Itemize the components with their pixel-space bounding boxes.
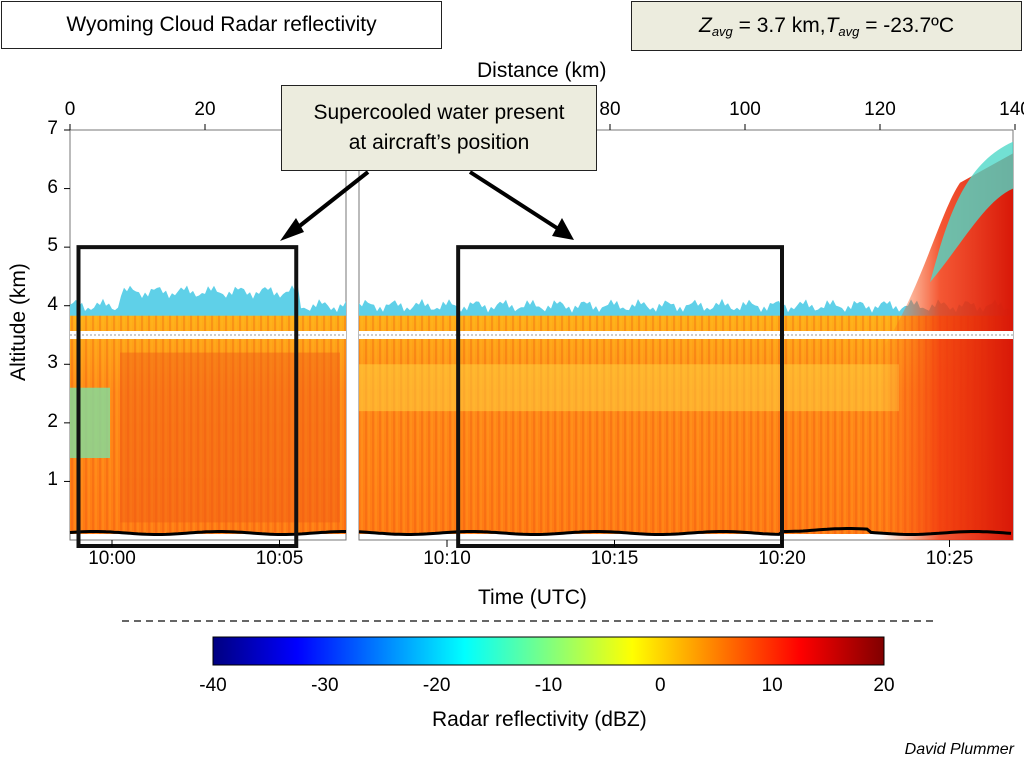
callout-line-2: at aircraft’s position [348, 131, 530, 154]
callout-arrow-left-head [280, 218, 304, 241]
z-avg-label: Zavg = 3.7 km, [698, 13, 826, 39]
colorbar-tick-label-neg20: -20 [422, 675, 451, 696]
supercooled-water-callout: Supercooled water present at aircraft’s … [281, 85, 597, 171]
y-tick-label-2: 2 [47, 410, 58, 432]
y-tick-label-7: 7 [47, 118, 58, 139]
top-tick-label-80: 80 [599, 99, 621, 120]
cloud-streaks-1 [70, 315, 346, 534]
cloud-base-line-1 [69, 530, 346, 536]
y-tick-label-5: 5 [47, 235, 58, 257]
top-tick-label-100: 100 [729, 99, 761, 120]
colorbar-tick-label-0: 0 [655, 675, 666, 696]
colorbar-title: Radar reflectivity (dBZ) [432, 708, 647, 731]
colorbar-tick-label-10: 10 [761, 675, 783, 696]
chart-title: Wyoming Cloud Radar reflectivity [1, 1, 442, 49]
top-tick-label-20: 20 [194, 99, 216, 120]
y-tick-label-1: 1 [47, 469, 58, 491]
callout-arrow-left [290, 170, 370, 234]
t-avg-label: Tavg = -23.7ºC [825, 13, 955, 39]
mid-level-band [359, 364, 899, 412]
author-credit: David Plummer [904, 741, 1014, 758]
y-tick-label-3: 3 [47, 352, 58, 374]
average-stats: Zavg = 3.7 km, Tavg = -23.7ºC [631, 1, 1022, 51]
convective-cell-edge [930, 141, 1013, 283]
y-tick-label-4: 4 [47, 293, 58, 315]
top-tick-label-140: 140 [999, 99, 1024, 120]
x-tick-label-1005: 10:05 [255, 548, 304, 569]
convective-cell [880, 153, 1013, 540]
low-reflectivity-region [70, 387, 110, 458]
high-reflectivity-region-1 [120, 352, 340, 523]
callout-arrow-right [468, 170, 562, 232]
x-axis-title: Time (UTC) [478, 586, 587, 609]
top-axis-title: Distance (km) [477, 59, 607, 82]
x-tick-label-1015: 10:15 [590, 548, 639, 569]
highlight-box-2 [456, 245, 784, 548]
x-tick-label-1020: 10:20 [758, 548, 806, 569]
flight-track-2 [359, 331, 1013, 339]
colorbar [212, 636, 885, 666]
callout-line-1: Supercooled water present [313, 101, 565, 124]
callout-arrow-right-head [552, 218, 574, 240]
colorbar-tick-label-20: 20 [873, 675, 895, 696]
top-tick-label-0: 0 [64, 99, 76, 120]
y-tick-label-6: 6 [47, 176, 58, 198]
top-tick-label-120: 120 [864, 99, 896, 120]
highlight-box-1 [76, 245, 299, 548]
cloud-base-line-2 [358, 527, 1012, 536]
x-tick-label-1025: 10:25 [925, 548, 974, 569]
x-tick-label-1010: 10:10 [423, 548, 471, 569]
x-tick-label-1000: 10:00 [88, 548, 136, 569]
colorbar-tick-label-neg30: -30 [311, 675, 339, 696]
colorbar-tick-label-neg40: -40 [199, 675, 227, 696]
colorbar-tick-label-neg10: -10 [534, 675, 563, 696]
